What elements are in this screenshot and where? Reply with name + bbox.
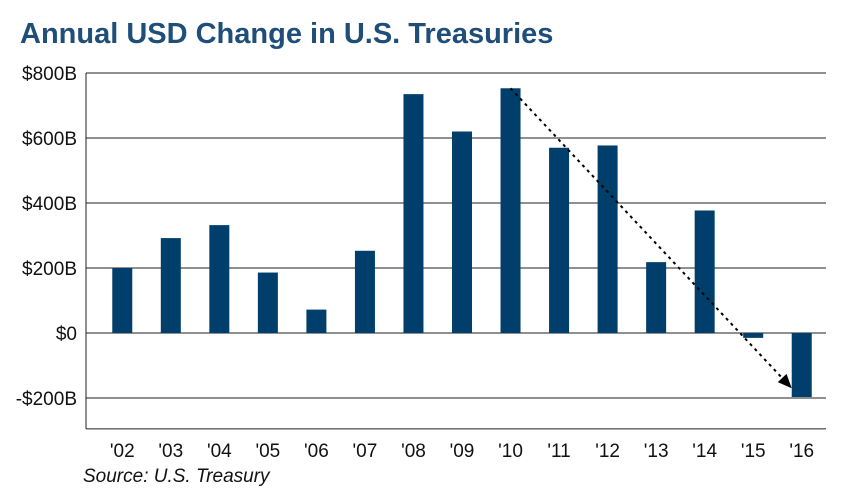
y-tick-label: $400B bbox=[22, 194, 77, 215]
x-tick-label: '05 bbox=[255, 441, 280, 462]
bar bbox=[112, 268, 133, 333]
bar bbox=[306, 309, 327, 333]
bar bbox=[209, 225, 230, 333]
y-tick-label: $0 bbox=[56, 324, 77, 345]
x-tick-label: '10 bbox=[498, 441, 523, 462]
bar bbox=[403, 94, 424, 333]
x-tick-label: '07 bbox=[353, 441, 378, 462]
bar bbox=[597, 145, 618, 333]
bar bbox=[452, 131, 472, 333]
x-tick-label: '03 bbox=[158, 441, 183, 462]
x-tick-label: '14 bbox=[692, 441, 717, 462]
y-tick-label: $600B bbox=[22, 129, 77, 150]
x-tick-label: '15 bbox=[741, 441, 766, 462]
x-tick-label: '12 bbox=[595, 441, 620, 462]
x-tick-label: '06 bbox=[304, 441, 329, 462]
bar bbox=[791, 333, 812, 398]
y-tick-label: -$200B bbox=[16, 389, 77, 410]
bar bbox=[354, 250, 375, 333]
trend-arrow-line bbox=[509, 87, 793, 389]
chart-title: Annual USD Change in U.S. Treasuries bbox=[20, 18, 554, 50]
x-tick-label: '13 bbox=[644, 441, 669, 462]
x-tick-label: '04 bbox=[207, 441, 232, 462]
x-tick-label: '09 bbox=[450, 441, 475, 462]
bar bbox=[160, 238, 181, 333]
x-tick-label: '11 bbox=[547, 441, 570, 462]
trend-arrow-head bbox=[777, 373, 792, 389]
source-note: Source: U.S. Treasury bbox=[83, 466, 270, 487]
bar bbox=[694, 210, 715, 333]
bar bbox=[257, 272, 278, 333]
bar bbox=[549, 147, 570, 333]
y-tick-label: $200B bbox=[22, 259, 77, 280]
bar bbox=[500, 88, 521, 334]
y-tick-label: $800B bbox=[22, 64, 77, 85]
bar bbox=[646, 262, 667, 333]
x-tick-label: '08 bbox=[401, 441, 426, 462]
bar bbox=[743, 333, 764, 338]
x-tick-label: '02 bbox=[110, 441, 135, 462]
x-tick-label: '16 bbox=[789, 441, 814, 462]
